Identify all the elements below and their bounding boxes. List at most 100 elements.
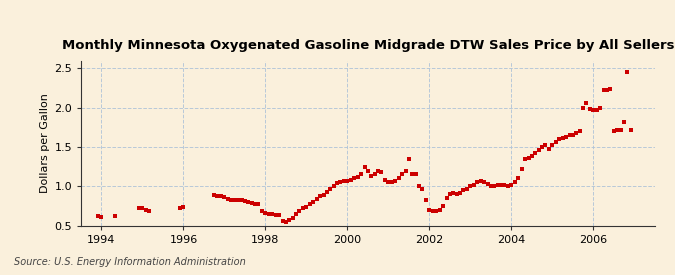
Point: [294, 209, 305, 214]
Point: [605, 87, 616, 91]
Point: [530, 151, 541, 155]
Point: [301, 204, 312, 209]
Text: Source: U.S. Energy Information Administration: Source: U.S. Energy Information Administ…: [14, 257, 245, 267]
Point: [458, 188, 468, 192]
Point: [509, 180, 520, 185]
Point: [321, 189, 332, 194]
Point: [616, 127, 626, 132]
Point: [427, 208, 438, 213]
Point: [396, 172, 407, 177]
Point: [273, 213, 284, 218]
Point: [404, 156, 414, 161]
Point: [270, 212, 281, 217]
Point: [331, 181, 342, 185]
Point: [581, 101, 592, 105]
Point: [284, 218, 294, 222]
Point: [383, 180, 394, 185]
Point: [394, 176, 404, 181]
Point: [359, 164, 370, 169]
Point: [243, 200, 254, 204]
Point: [410, 171, 421, 176]
Point: [335, 179, 346, 184]
Point: [342, 178, 353, 183]
Point: [366, 174, 377, 178]
Point: [537, 145, 547, 149]
Point: [226, 197, 237, 202]
Point: [400, 168, 411, 173]
Point: [288, 215, 298, 220]
Point: [485, 184, 496, 188]
Point: [376, 170, 387, 174]
Point: [448, 190, 458, 195]
Point: [308, 200, 319, 204]
Point: [137, 206, 148, 210]
Point: [212, 193, 223, 198]
Point: [475, 178, 486, 183]
Point: [109, 214, 120, 218]
Point: [533, 148, 544, 152]
Point: [209, 193, 219, 197]
Point: [465, 184, 476, 188]
Point: [560, 134, 571, 139]
Point: [260, 211, 271, 215]
Point: [472, 180, 483, 185]
Point: [601, 88, 612, 93]
Point: [588, 108, 599, 112]
Point: [495, 182, 506, 187]
Point: [263, 211, 274, 216]
Point: [526, 154, 537, 159]
Point: [444, 192, 455, 196]
Point: [455, 190, 466, 195]
Point: [626, 127, 637, 132]
Point: [250, 201, 261, 206]
Point: [362, 168, 373, 173]
Point: [253, 202, 264, 207]
Point: [431, 208, 441, 213]
Point: [345, 178, 356, 182]
Point: [236, 198, 247, 203]
Point: [407, 171, 418, 176]
Point: [267, 211, 278, 216]
Point: [564, 133, 575, 137]
Point: [578, 106, 589, 111]
Point: [304, 202, 315, 207]
Point: [178, 205, 189, 210]
Point: [369, 172, 380, 177]
Point: [598, 87, 609, 92]
Point: [441, 196, 452, 200]
Point: [329, 184, 340, 188]
Point: [318, 193, 329, 197]
Point: [256, 209, 267, 214]
Title: Monthly Minnesota Oxygenated Gasoline Midgrade DTW Sales Price by All Sellers: Monthly Minnesota Oxygenated Gasoline Mi…: [61, 39, 674, 53]
Point: [516, 167, 527, 171]
Point: [468, 182, 479, 187]
Point: [96, 215, 107, 219]
Point: [325, 186, 335, 191]
Point: [618, 120, 629, 124]
Y-axis label: Dollars per Gallon: Dollars per Gallon: [40, 93, 50, 193]
Point: [557, 136, 568, 141]
Point: [595, 105, 605, 110]
Point: [417, 187, 428, 192]
Point: [222, 197, 233, 201]
Point: [434, 208, 445, 212]
Point: [437, 204, 448, 208]
Point: [554, 137, 565, 141]
Point: [506, 183, 516, 188]
Point: [390, 178, 401, 183]
Point: [574, 129, 585, 133]
Point: [489, 184, 500, 188]
Point: [543, 146, 554, 151]
Point: [230, 197, 240, 202]
Point: [134, 206, 144, 210]
Point: [233, 197, 244, 202]
Point: [492, 183, 503, 188]
Point: [92, 214, 103, 218]
Point: [550, 140, 561, 144]
Point: [570, 131, 581, 135]
Point: [373, 169, 383, 174]
Point: [540, 143, 551, 148]
Point: [547, 143, 558, 148]
Point: [356, 171, 367, 176]
Point: [277, 219, 288, 223]
